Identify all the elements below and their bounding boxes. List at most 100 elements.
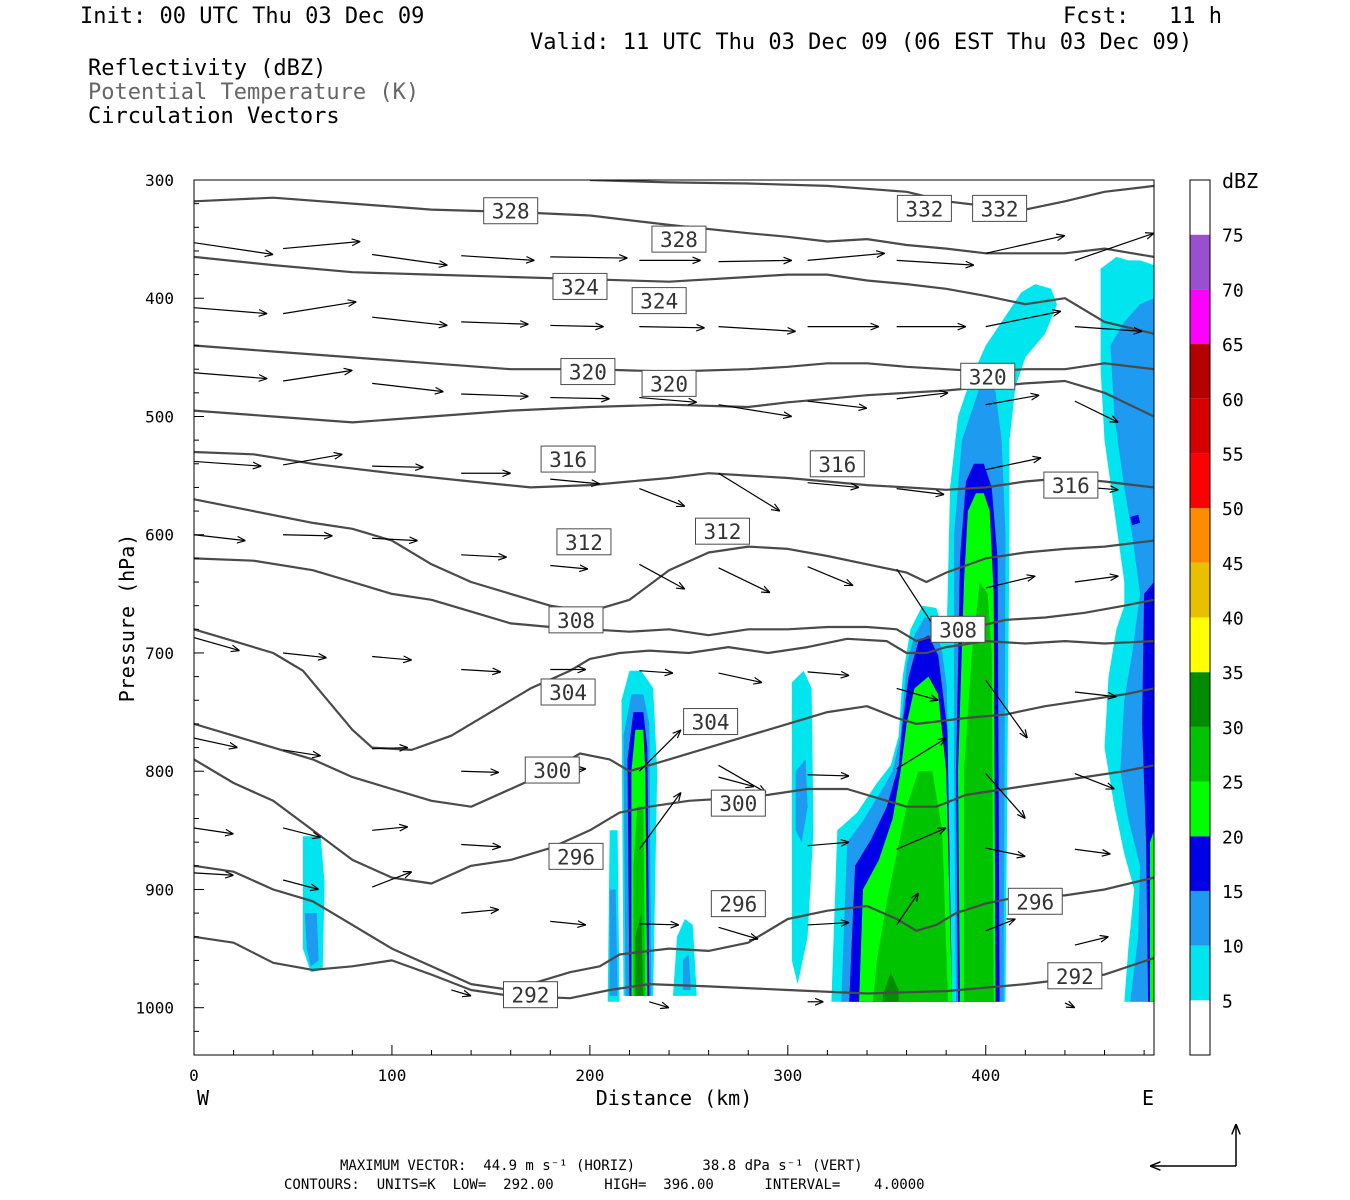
circulation-vector-layer [194, 233, 1154, 1007]
colorbar-swatch [1190, 180, 1210, 235]
circulation-vector [718, 326, 796, 332]
colorbar-swatch [1190, 508, 1210, 563]
init-time-label: Init: 00 UTC Thu 03 Dec 09 [80, 4, 425, 29]
colorbar-frame [1189, 179, 1211, 1056]
circulation-vector [649, 1001, 669, 1008]
colorbar-level-label: 35 [1222, 663, 1244, 684]
circulation-vector [639, 488, 685, 507]
theta-contour-324 [194, 379, 1154, 424]
contour-label-box [896, 194, 952, 222]
reflectivity-cell-30dbz [635, 913, 644, 996]
contour-label-box [651, 225, 707, 253]
reflectivity-cell-10dbz [1110, 298, 1154, 1002]
circulation-vector [718, 764, 767, 792]
axes-layer: 300 400 500 600 700 800 900 1000 0 100 200 300 400 [135, 171, 1145, 1085]
circulation-vector [461, 555, 507, 557]
circulation-vector [1074, 773, 1115, 789]
contour-label-box [1047, 962, 1103, 990]
colorbar-swatch [1190, 234, 1210, 290]
contour-label: 316 [818, 453, 856, 477]
circulation-vector [985, 576, 1035, 589]
circulation-vector [461, 771, 499, 772]
circulation-vector [372, 538, 418, 540]
theta-contour-layer [194, 180, 1154, 1000]
circulation-vector [638, 730, 681, 772]
circulation-vector [639, 327, 704, 328]
contour-label: 296 [557, 845, 595, 869]
theta-contour-328 [194, 344, 1154, 373]
circulation-vector [639, 924, 679, 925]
colorbar-swatch [1190, 1000, 1210, 1055]
colorbar-level-label: 50 [1222, 499, 1244, 520]
contour-label: 300 [533, 759, 571, 783]
reflectivity-cell-25dbz [872, 771, 949, 1002]
colorbar-level-label: 65 [1222, 335, 1244, 356]
colorbar-swatch [1190, 453, 1210, 509]
circulation-vector [194, 737, 238, 747]
colorbar-swatch [1190, 781, 1210, 837]
circulation-vector [461, 255, 534, 261]
circulation-vector [1074, 937, 1109, 946]
circulation-vector [985, 311, 1061, 328]
theta-contour-320 [194, 450, 1154, 491]
circulation-vector [807, 672, 850, 676]
colorbar-swatch [1190, 890, 1210, 946]
circulation-vector [807, 482, 859, 488]
max-vector-text: MAXIMUM VECTOR: 44.9 m s⁻¹ (HORIZ) 38.8 … [340, 1158, 863, 1174]
x-tick-label: 0 [189, 1066, 199, 1085]
contour-label-box [502, 981, 558, 1009]
contour-label: 328 [492, 200, 530, 224]
contour-label-box [809, 450, 865, 478]
contour-label: 332 [905, 197, 943, 221]
circulation-vector [283, 652, 327, 658]
contour-label: 292 [512, 984, 550, 1008]
reflectivity-cell-5dbz [673, 919, 697, 996]
circulation-vector [282, 879, 319, 889]
circulation-vector [639, 563, 685, 589]
contour-label-layer: 328 332 332 328 324 324 320 320 320 316 316 316 312 3… [483, 194, 1103, 1009]
contour-label: 304 [692, 711, 730, 735]
circulation-vector [807, 253, 885, 262]
reflectivity-cell-20dbz [1150, 830, 1154, 1002]
circulation-vector [550, 398, 609, 399]
circulation-vector [807, 775, 850, 776]
circulation-vector [194, 534, 245, 541]
circulation-vector [372, 466, 423, 467]
contour-label-box [552, 272, 608, 300]
circulation-vector [718, 404, 792, 417]
contour-label: 308 [557, 609, 595, 633]
circulation-vector [985, 458, 1041, 471]
colorbar-swatch [1190, 344, 1210, 399]
circulation-vector [1064, 1003, 1075, 1008]
circulation-vector [283, 535, 332, 536]
circulation-vector [372, 382, 443, 391]
circulation-vector [896, 687, 939, 700]
circulation-vector [372, 827, 408, 831]
theta-contour-292 [194, 935, 1154, 1000]
contour-label-box [710, 890, 766, 918]
colorbar-level-label: 75 [1222, 226, 1244, 247]
circulation-vector [194, 827, 234, 834]
circulation-vector [282, 302, 356, 315]
circulation-vector [718, 776, 755, 786]
circulation-vector [1074, 400, 1119, 422]
y-tick-label: 1000 [135, 999, 174, 1018]
circulation-vector [451, 989, 471, 996]
contour-label: 304 [549, 681, 587, 705]
circulation-vector [985, 679, 1028, 738]
x-tick-label: 400 [971, 1066, 1000, 1085]
contours-info-text: CONTOURS: UNITS=K LOW= 292.00 HIGH= 396.… [284, 1177, 925, 1193]
theta-contour-336 [194, 196, 1154, 258]
colorbar-swatch [1190, 398, 1210, 454]
colorbar-level-label: 55 [1222, 444, 1244, 465]
contour-label-box [1043, 471, 1099, 499]
circulation-vector [1074, 691, 1117, 697]
x-axis-east-label: E [1142, 1086, 1154, 1110]
circulation-vector [985, 236, 1065, 254]
contour-label: 320 [569, 361, 607, 385]
circulation-vector [639, 671, 673, 673]
valid-time-label: Valid: 11 UTC Thu 03 Dec 09 (06 EST Thu … [530, 30, 1193, 55]
y-tick-label: 900 [145, 880, 174, 899]
contour-label-box [556, 528, 612, 556]
